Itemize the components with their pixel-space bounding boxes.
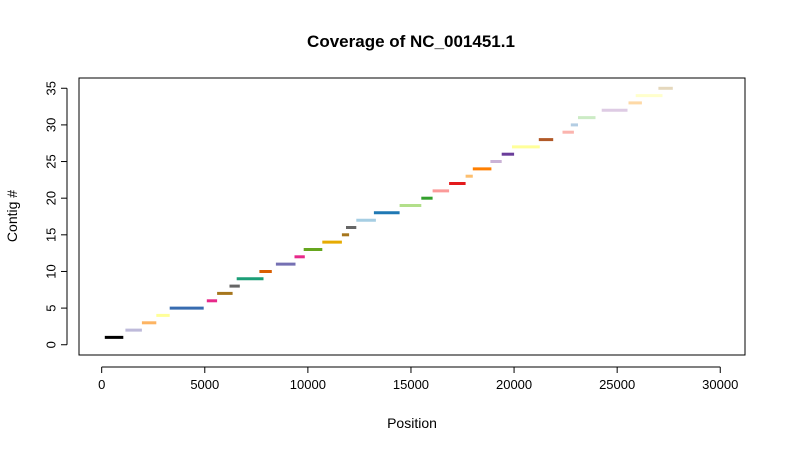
y-tick-label: 0	[44, 341, 59, 348]
y-tick-label: 35	[44, 81, 59, 95]
x-tick-label: 5000	[190, 377, 219, 392]
segment-group	[104, 86, 673, 339]
y-tick-label: 25	[44, 154, 59, 168]
chart-title: Coverage of NC_001451.1	[307, 32, 515, 51]
y-tick-label: 10	[44, 264, 59, 278]
x-tick-label: 10000	[290, 377, 326, 392]
x-tick-label: 15000	[393, 377, 429, 392]
x-tick-label: 20000	[496, 377, 532, 392]
y-axis: 0 5 10 15 20 25 30 35	[44, 81, 68, 348]
y-tick-label: 15	[44, 228, 59, 242]
plot-frame	[78, 77, 746, 356]
x-tick-label: 30000	[702, 377, 738, 392]
x-axis-label: Position	[387, 415, 437, 431]
y-tick-label: 5	[44, 304, 59, 311]
y-tick-label: 20	[44, 191, 59, 205]
y-tick-label: 30	[44, 118, 59, 132]
x-tick-label: 0	[98, 377, 105, 392]
x-tick-label: 25000	[599, 377, 635, 392]
x-axis: 0 5000 10000 15000 20000 25000 30000	[98, 366, 738, 392]
y-axis-label: Contig #	[4, 190, 20, 242]
